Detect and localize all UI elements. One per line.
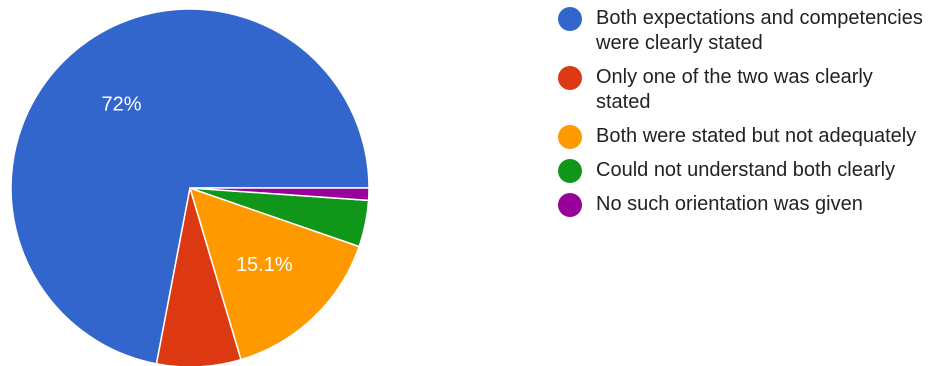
legend-swatch-icon bbox=[558, 193, 582, 217]
legend-label: Both expectations and competencies were … bbox=[596, 7, 923, 54]
legend-label: No such orientation was given bbox=[596, 193, 863, 215]
legend-item[interactable]: No such orientation was given bbox=[558, 192, 928, 217]
legend-item[interactable]: Both expectations and competencies were … bbox=[558, 6, 928, 56]
legend-label: Only one of the two was clearly stated bbox=[596, 66, 873, 113]
legend-item[interactable]: Only one of the two was clearly stated bbox=[558, 65, 928, 115]
legend: Both expectations and competencies were … bbox=[558, 6, 928, 226]
pie-slice[interactable] bbox=[10, 8, 370, 365]
pie-slice[interactable] bbox=[189, 187, 370, 202]
legend-swatch-icon bbox=[558, 66, 582, 90]
pie-slice[interactable] bbox=[189, 187, 360, 361]
legend-item[interactable]: Could not understand both clearly bbox=[558, 158, 928, 183]
legend-label: Could not understand both clearly bbox=[596, 159, 896, 181]
legend-item[interactable]: Both were stated but not adequately bbox=[558, 124, 928, 149]
slice-label: 15.1% bbox=[236, 254, 293, 276]
pie-slice-labels: 72% 15.1% bbox=[101, 93, 292, 275]
pie-slices bbox=[10, 8, 370, 366]
slice-label: 72% bbox=[101, 93, 141, 115]
legend-swatch-icon bbox=[558, 159, 582, 183]
legend-label: Both were stated but not adequately bbox=[596, 125, 917, 147]
legend-swatch-icon bbox=[558, 125, 582, 149]
legend-swatch-icon bbox=[558, 7, 582, 31]
